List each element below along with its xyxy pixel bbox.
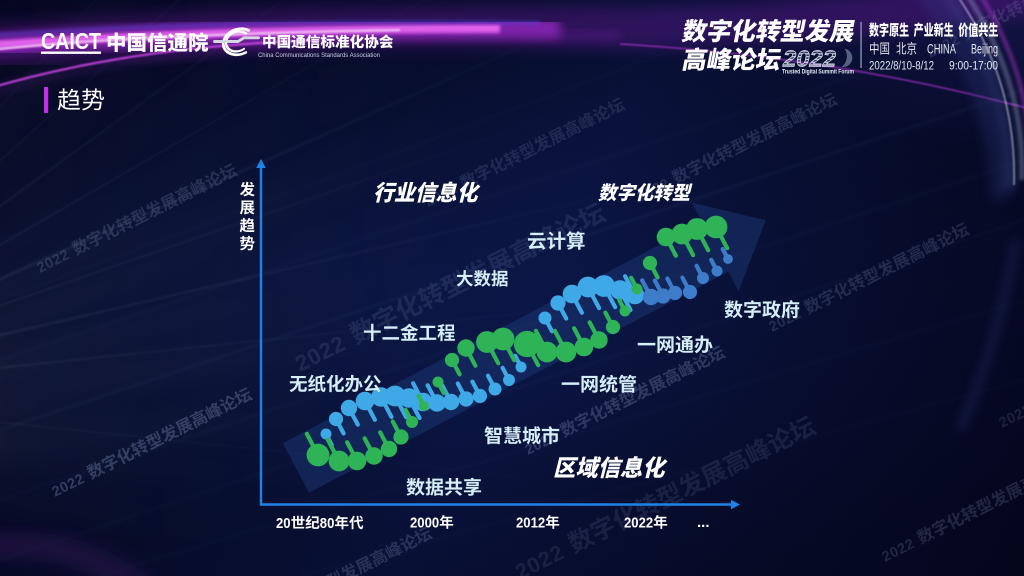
svg-text:2022: 2022 [782, 46, 836, 72]
svg-text:2012: 2012 [516, 516, 545, 532]
svg-text:2022: 2022 [624, 516, 653, 532]
svg-text:China Communications Standards: China Communications Standards Associati… [258, 52, 380, 59]
svg-text:CAICT: CAICT [41, 28, 101, 54]
svg-text:2022/8/10-8/12: 2022/8/10-8/12 [869, 59, 934, 73]
svg-text:2000: 2000 [410, 516, 439, 532]
svg-text:Trusted Digital Summit Forum: Trusted Digital Summit Forum [782, 69, 854, 76]
svg-text:9:00-17:00: 9:00-17:00 [949, 59, 998, 73]
svg-text:...: ... [697, 514, 710, 531]
svg-text:CHINA: CHINA [927, 41, 956, 57]
svg-text:20: 20 [276, 516, 291, 532]
svg-text:Beijing: Beijing [971, 41, 998, 57]
svg-text:80: 80 [320, 516, 335, 532]
